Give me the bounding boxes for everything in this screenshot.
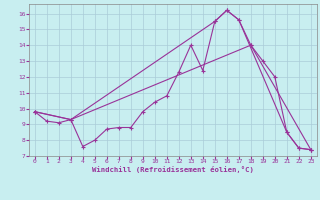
X-axis label: Windchill (Refroidissement éolien,°C): Windchill (Refroidissement éolien,°C) (92, 166, 254, 173)
